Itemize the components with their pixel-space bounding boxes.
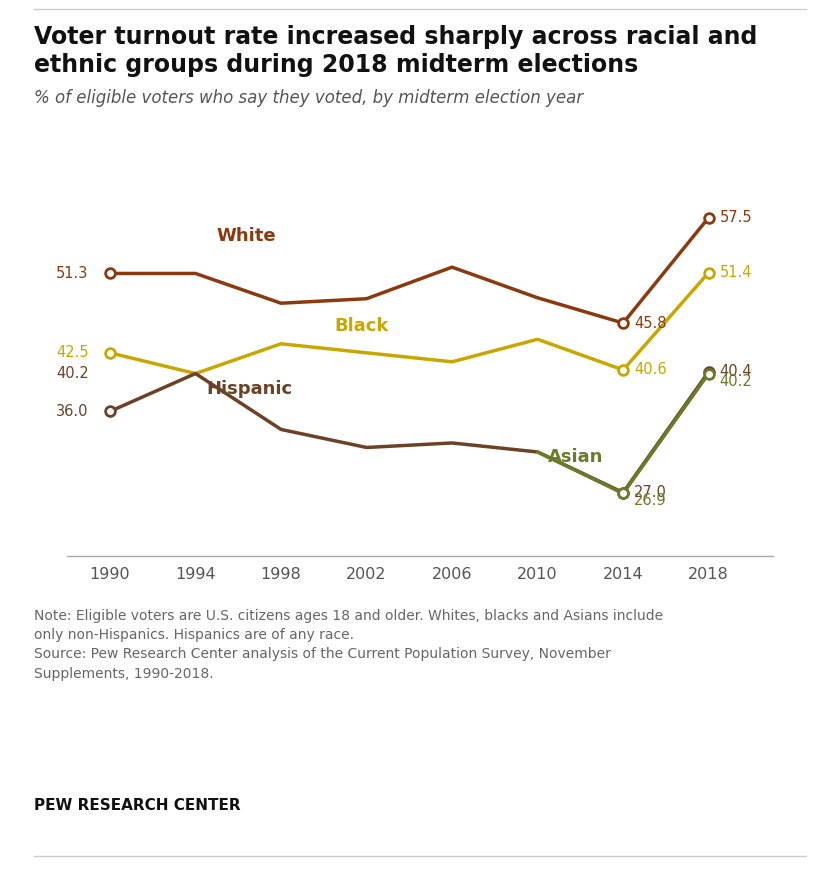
Text: Black: Black xyxy=(334,317,389,335)
Text: Supplements, 1990-2018.: Supplements, 1990-2018. xyxy=(34,667,213,681)
Text: PEW RESEARCH CENTER: PEW RESEARCH CENTER xyxy=(34,798,240,813)
Text: White: White xyxy=(217,227,276,244)
Text: 40.2: 40.2 xyxy=(719,374,752,389)
Text: Voter turnout rate increased sharply across racial and: Voter turnout rate increased sharply acr… xyxy=(34,25,757,49)
Text: ethnic groups during 2018 midterm elections: ethnic groups during 2018 midterm electi… xyxy=(34,53,638,77)
Text: 36.0: 36.0 xyxy=(56,404,88,419)
Text: 42.5: 42.5 xyxy=(56,345,88,361)
Text: 45.8: 45.8 xyxy=(634,316,666,331)
Text: only non-Hispanics. Hispanics are of any race.: only non-Hispanics. Hispanics are of any… xyxy=(34,628,354,642)
Text: 51.3: 51.3 xyxy=(56,266,88,281)
Text: 27.0: 27.0 xyxy=(634,485,667,500)
Text: 40.4: 40.4 xyxy=(719,364,752,379)
Text: 40.6: 40.6 xyxy=(634,363,666,377)
Text: 51.4: 51.4 xyxy=(719,265,752,280)
Text: Asian: Asian xyxy=(549,447,604,466)
Text: 57.5: 57.5 xyxy=(719,210,752,225)
Text: Hispanic: Hispanic xyxy=(206,380,292,398)
Text: Note: Eligible voters are U.S. citizens ages 18 and older. Whites, blacks and As: Note: Eligible voters are U.S. citizens … xyxy=(34,609,663,623)
Text: % of eligible voters who say they voted, by midterm election year: % of eligible voters who say they voted,… xyxy=(34,89,583,107)
Text: Source: Pew Research Center analysis of the Current Population Survey, November: Source: Pew Research Center analysis of … xyxy=(34,647,611,662)
Text: 26.9: 26.9 xyxy=(634,493,666,508)
Text: 40.2: 40.2 xyxy=(55,366,88,381)
